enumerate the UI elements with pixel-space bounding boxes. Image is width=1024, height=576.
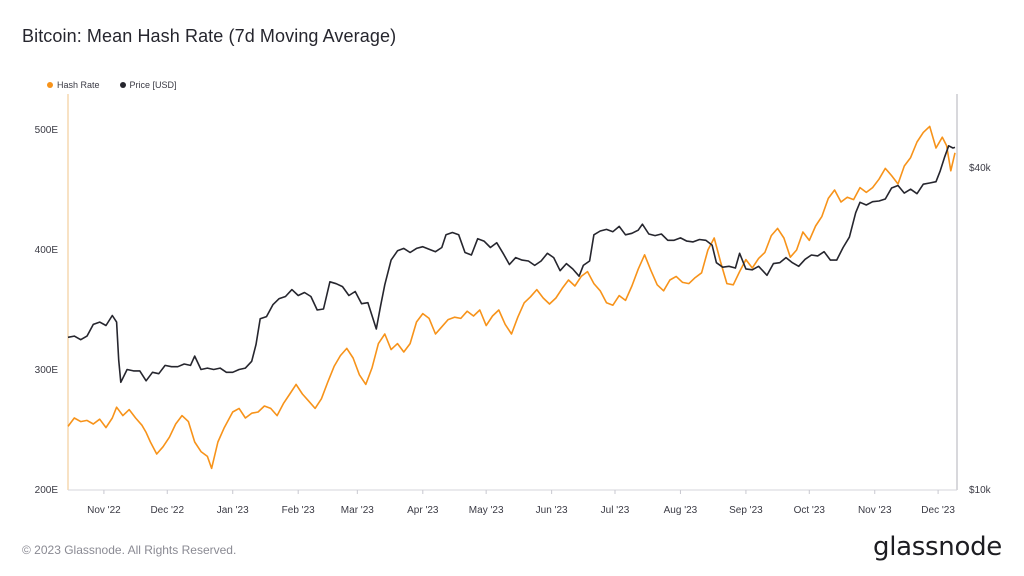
x-tick-label: May '23 (469, 505, 504, 516)
x-tick-label: Mar '23 (341, 505, 374, 516)
legend-label-price: Price [USD] (129, 80, 177, 90)
x-tick-label: Jul '23 (601, 505, 630, 516)
chart-legend: Hash Rate Price [USD] (47, 80, 177, 90)
series-line-hash-rate (67, 125, 956, 470)
x-tick-label: Nov '22 (87, 505, 121, 516)
copyright-text: © 2023 Glassnode. All Rights Reserved. (22, 543, 237, 557)
series-line-price (67, 145, 956, 384)
legend-item-hash-rate[interactable]: Hash Rate (47, 80, 100, 90)
chart-title: Bitcoin: Mean Hash Rate (7d Moving Avera… (22, 26, 397, 46)
legend-swatch-hash-rate (47, 82, 53, 88)
legend-item-price[interactable]: Price [USD] (119, 80, 177, 90)
right-tick-label: $40k (969, 163, 992, 174)
right-tick-label: $10k (969, 485, 992, 496)
x-tick-label: Sep '23 (729, 505, 763, 516)
x-tick-label: Apr '23 (407, 505, 439, 516)
x-tick-label: Nov '23 (858, 505, 892, 516)
x-tick-label: Aug '23 (664, 505, 698, 516)
x-tick-label: Oct '23 (794, 505, 826, 516)
x-tick-label: Dec '23 (921, 505, 955, 516)
x-tick-label: Dec '22 (150, 505, 184, 516)
left-tick-label: 300E (35, 365, 59, 376)
legend-swatch-price (119, 82, 126, 88)
left-tick-label: 400E (35, 245, 59, 256)
x-tick-label: Jun '23 (536, 505, 568, 516)
x-tick-label: Jan '23 (217, 505, 249, 516)
glassnode-logo: glassnode (873, 532, 1002, 562)
left-tick-label: 200E (35, 485, 59, 496)
x-tick-label: Feb '23 (282, 505, 315, 516)
left-tick-label: 500E (35, 125, 59, 136)
legend-label-hash-rate: Hash Rate (57, 80, 100, 90)
